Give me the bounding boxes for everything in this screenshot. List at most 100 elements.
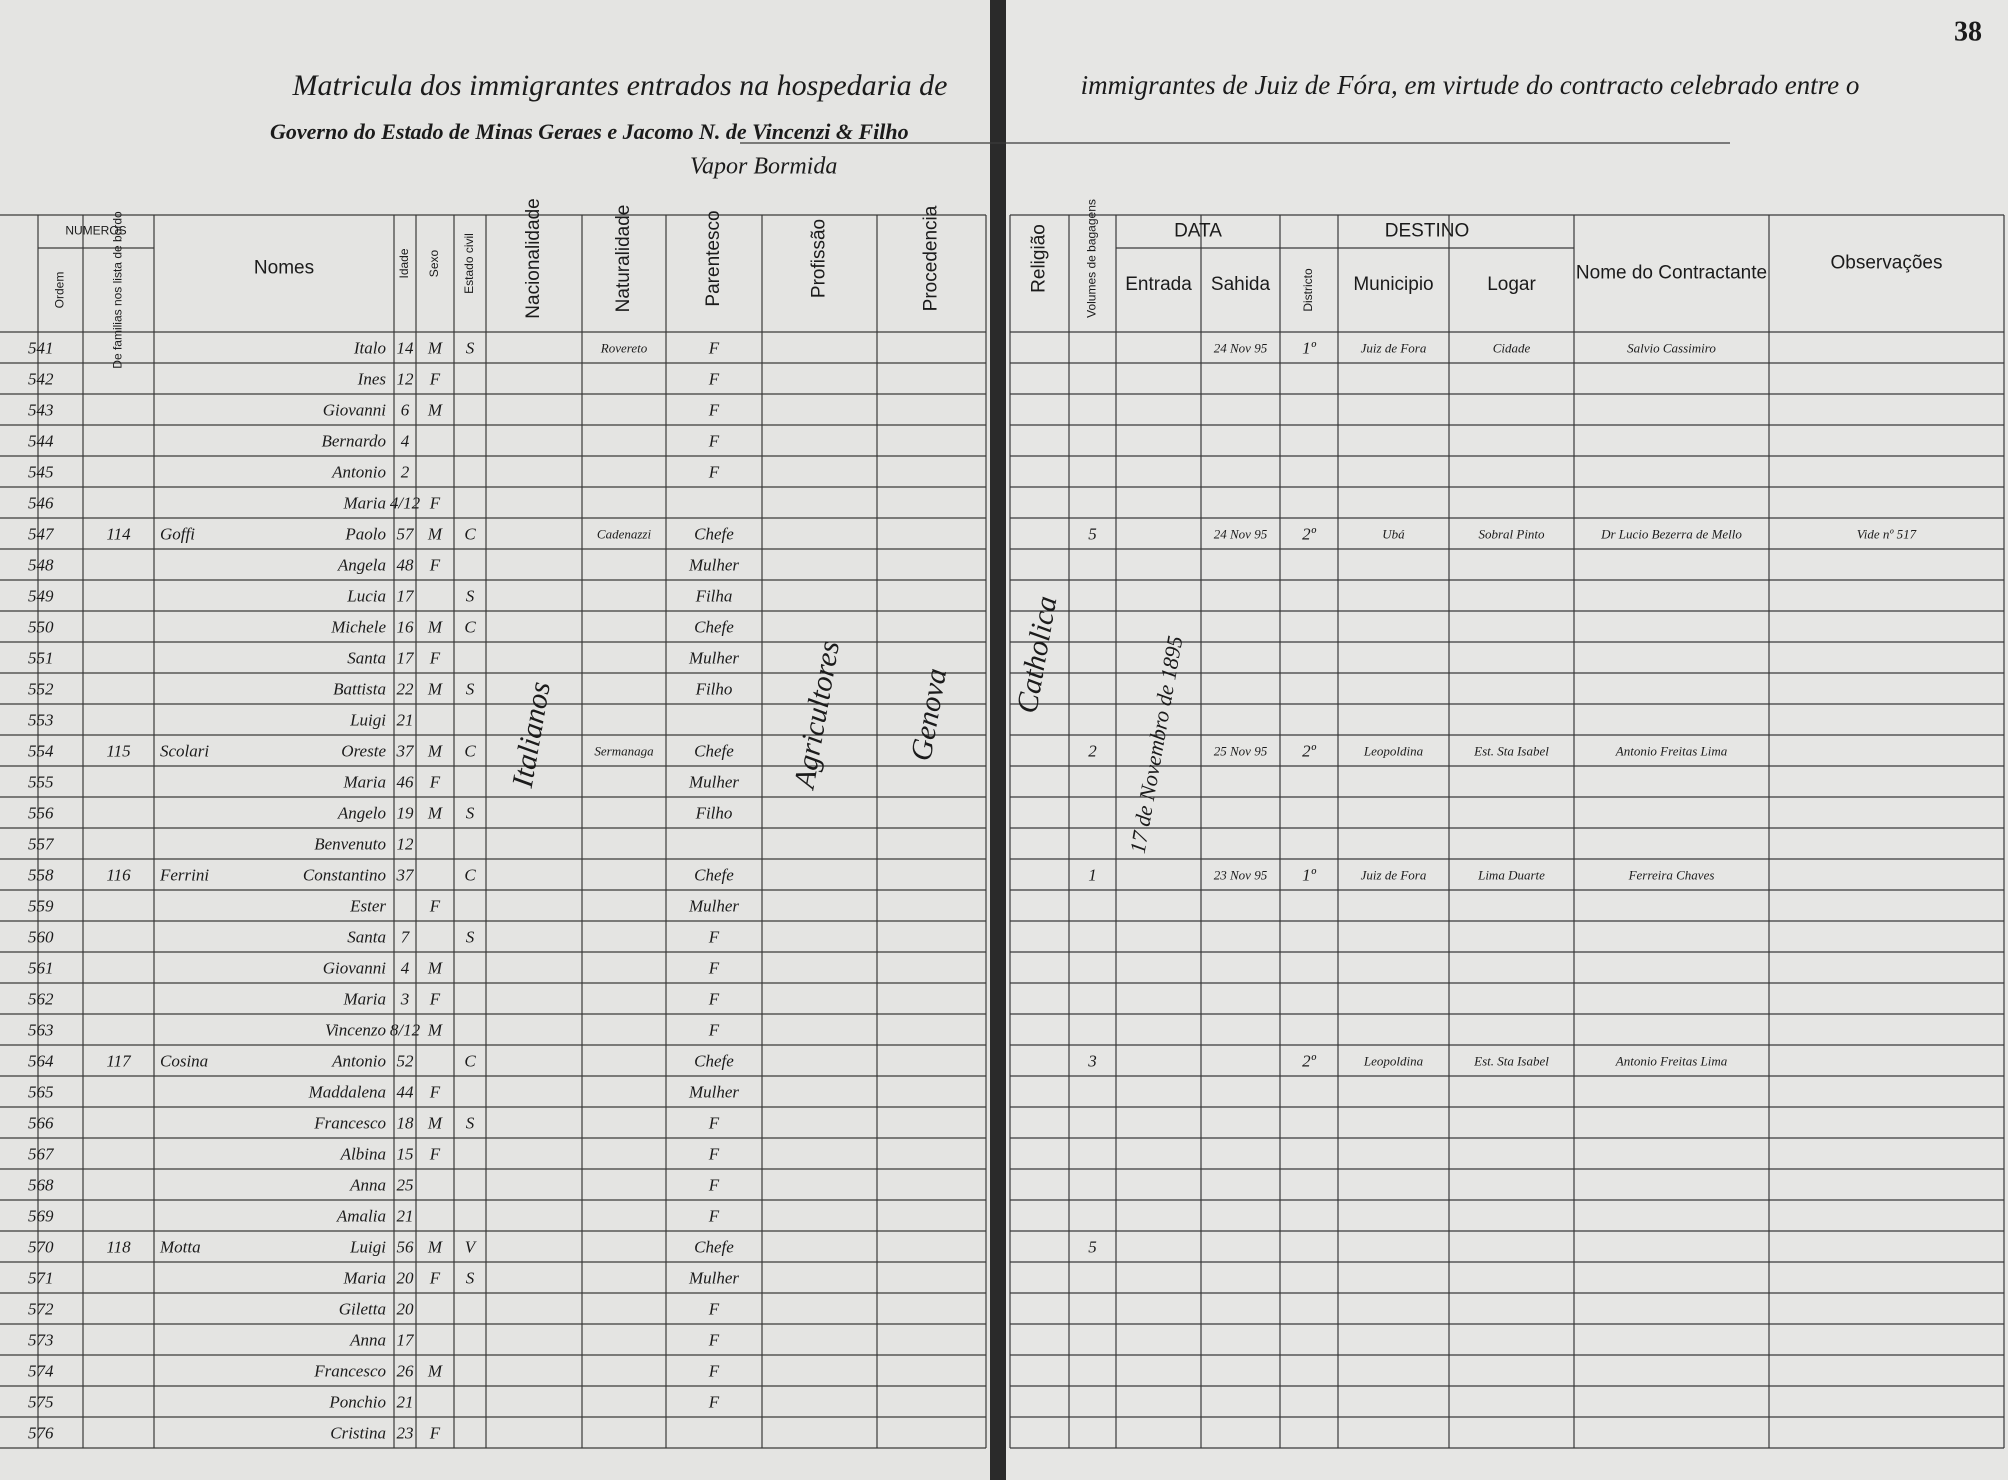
- cell-idade: 12: [397, 369, 415, 388]
- title-left: Matricula dos immigrantes entrados na ho…: [292, 69, 948, 102]
- cell-nome: Maria: [343, 1268, 387, 1287]
- cell-parentesco: Chefe: [694, 617, 734, 636]
- cell-idade: 8/12: [390, 1020, 421, 1039]
- gutter: [990, 0, 1006, 1480]
- cell-nome: Antonio: [331, 1051, 386, 1070]
- cell-ordem: 544: [28, 431, 54, 450]
- cell-apelido: Cosina: [160, 1051, 208, 1070]
- cell-idade: 20: [397, 1299, 415, 1318]
- cell-parentesco: Filho: [695, 803, 733, 822]
- cell-estado: C: [464, 1051, 476, 1070]
- cell-ordem: 569: [28, 1206, 54, 1225]
- column-header: Nomes: [254, 258, 314, 279]
- cell-nome: Paolo: [344, 524, 386, 543]
- cell-districto: 1º: [1302, 338, 1317, 357]
- cell-sexo: M: [427, 803, 443, 822]
- cell-volumes: 3: [1087, 1051, 1097, 1070]
- cell-idade: 57: [397, 524, 416, 543]
- cell-logar: Lima Duarte: [1477, 867, 1545, 882]
- cell-observacoes: Vide nº 517: [1857, 526, 1917, 541]
- cell-nome: Angelo: [337, 803, 386, 822]
- cell-parentesco: Filho: [695, 679, 733, 698]
- cell-contractante: Ferreira Chaves: [1628, 867, 1715, 882]
- cell-parentesco: F: [708, 1175, 720, 1194]
- cell-sexo: F: [429, 555, 441, 574]
- cell-nome: Giovanni: [323, 958, 387, 977]
- cell-nome: Luigi: [349, 1237, 386, 1256]
- cell-parentesco: F: [708, 400, 720, 419]
- cell-nome: Maddalena: [308, 1082, 386, 1101]
- cell-logar: Est. Sta Isabel: [1473, 1053, 1549, 1068]
- cell-parentesco: F: [708, 1361, 720, 1380]
- cell-sexo: F: [429, 1268, 441, 1287]
- column-header: Logar: [1487, 274, 1536, 295]
- cell-idade: 3: [400, 989, 410, 1008]
- cell-ordem: 552: [28, 679, 54, 698]
- cell-nome: Luigi: [349, 710, 386, 729]
- cell-idade: 6: [401, 400, 410, 419]
- cell-sexo: F: [429, 1144, 441, 1163]
- column-header: Sexo: [427, 250, 441, 278]
- cell-ordem: 556: [28, 803, 54, 822]
- cell-familia: 114: [106, 524, 131, 543]
- cell-volumes: 1: [1088, 865, 1097, 884]
- cell-familia: 117: [106, 1051, 132, 1070]
- cell-apelido: Ferrini: [159, 865, 209, 884]
- cell-parentesco: Chefe: [694, 1237, 734, 1256]
- cell-nome: Albina: [340, 1144, 386, 1163]
- cell-ordem: 575: [28, 1392, 54, 1411]
- cell-contractante: Dr Lucio Bezerra de Mello: [1600, 526, 1742, 541]
- cell-nome: Giovanni: [323, 400, 387, 419]
- cell-nome: Maria: [343, 493, 387, 512]
- cell-nome: Bernardo: [321, 431, 386, 450]
- cell-idade: 15: [397, 1144, 414, 1163]
- cell-logar: Cidade: [1493, 340, 1531, 355]
- column-header: De familias nos lista de bordo: [111, 211, 125, 369]
- cell-parentesco: F: [708, 1020, 720, 1039]
- cell-nome: Amalia: [336, 1206, 386, 1225]
- cell-nome: Santa: [347, 648, 386, 667]
- cell-sexo: M: [427, 1020, 443, 1039]
- page-number: 38: [1954, 16, 1982, 47]
- cell-parentesco: Filha: [695, 586, 733, 605]
- cell-nome: Cristina: [330, 1423, 386, 1442]
- cell-familia: 116: [106, 865, 131, 884]
- cell-ordem: 567: [28, 1144, 55, 1163]
- column-header: Parentesco: [703, 210, 724, 306]
- cell-ordem: 563: [28, 1020, 54, 1039]
- cell-ordem: 558: [28, 865, 54, 884]
- cell-nome: Francesco: [313, 1361, 386, 1380]
- cell-parentesco: Mulher: [688, 648, 739, 667]
- cell-sahida: 25 Nov 95: [1214, 743, 1268, 758]
- cell-sexo: F: [429, 1423, 441, 1442]
- column-header: Observações: [1831, 253, 1943, 274]
- cell-estado: V: [465, 1237, 478, 1256]
- cell-nome: Angela: [337, 555, 386, 574]
- cell-idade: 26: [397, 1361, 415, 1380]
- column-header: Districto: [1301, 268, 1315, 312]
- cell-municipio: Leopoldina: [1363, 1053, 1424, 1068]
- cell-idade: 12: [397, 834, 415, 853]
- cell-ordem: 574: [28, 1361, 54, 1380]
- cell-parentesco: F: [708, 1330, 720, 1349]
- cell-idade: 4/12: [390, 493, 421, 512]
- column-header: DESTINO: [1385, 221, 1469, 242]
- cell-parentesco: Chefe: [694, 741, 734, 760]
- cell-parentesco: F: [708, 1144, 720, 1163]
- cell-parentesco: F: [708, 958, 720, 977]
- cell-sexo: M: [427, 741, 443, 760]
- cell-parentesco: Mulher: [688, 555, 739, 574]
- column-header: Nome do Contractante: [1576, 263, 1767, 284]
- cell-sexo: F: [429, 648, 441, 667]
- left-page: [0, 0, 990, 1480]
- cell-idade: 37: [396, 741, 416, 760]
- cell-sahida: 23 Nov 95: [1214, 867, 1268, 882]
- cell-municipio: Ubá: [1382, 526, 1405, 541]
- cell-parentesco: F: [708, 989, 720, 1008]
- cell-idade: 17: [397, 1330, 416, 1349]
- cell-idade: 14: [397, 338, 415, 357]
- cell-contractante: Antonio Freitas Lima: [1615, 1053, 1728, 1068]
- column-header: Entrada: [1125, 274, 1192, 295]
- cell-ordem: 549: [28, 586, 54, 605]
- title-line3: Vapor Bormida: [690, 154, 837, 180]
